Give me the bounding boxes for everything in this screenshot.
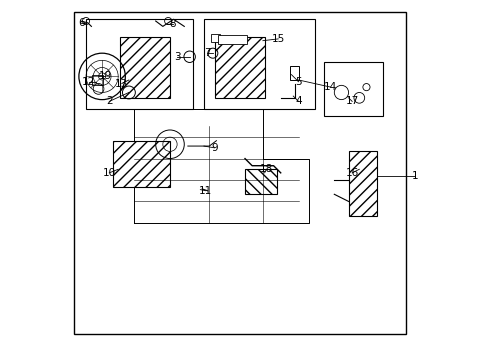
Text: 16: 16 (345, 168, 359, 178)
Bar (86, 19, 193, 109)
Text: 10: 10 (103, 168, 116, 178)
Bar (211, 33, 220, 42)
Text: 2: 2 (106, 96, 113, 107)
Text: 19: 19 (98, 71, 112, 81)
Bar (245, 169, 277, 194)
Text: 5: 5 (295, 77, 302, 87)
Bar (120, 37, 170, 98)
Text: 17: 17 (345, 96, 359, 107)
Text: 14: 14 (324, 82, 337, 92)
Bar (92, 75, 103, 85)
Polygon shape (134, 109, 309, 223)
Bar (113, 141, 170, 187)
Text: 7: 7 (204, 48, 211, 58)
Bar (323, 62, 383, 116)
Text: 15: 15 (271, 34, 285, 44)
Text: 9: 9 (211, 143, 218, 153)
Text: 13: 13 (115, 78, 128, 89)
Text: 18: 18 (260, 164, 273, 174)
Bar (215, 37, 265, 98)
Text: 6: 6 (78, 18, 85, 28)
Text: 11: 11 (199, 186, 212, 196)
Text: 8: 8 (170, 18, 176, 28)
Text: 1: 1 (412, 171, 418, 181)
Bar (218, 35, 247, 44)
Text: 3: 3 (174, 52, 180, 62)
Bar (204, 19, 315, 109)
Text: 4: 4 (295, 96, 302, 107)
Text: 12: 12 (82, 77, 96, 87)
Bar (290, 66, 298, 80)
Bar (348, 152, 377, 216)
